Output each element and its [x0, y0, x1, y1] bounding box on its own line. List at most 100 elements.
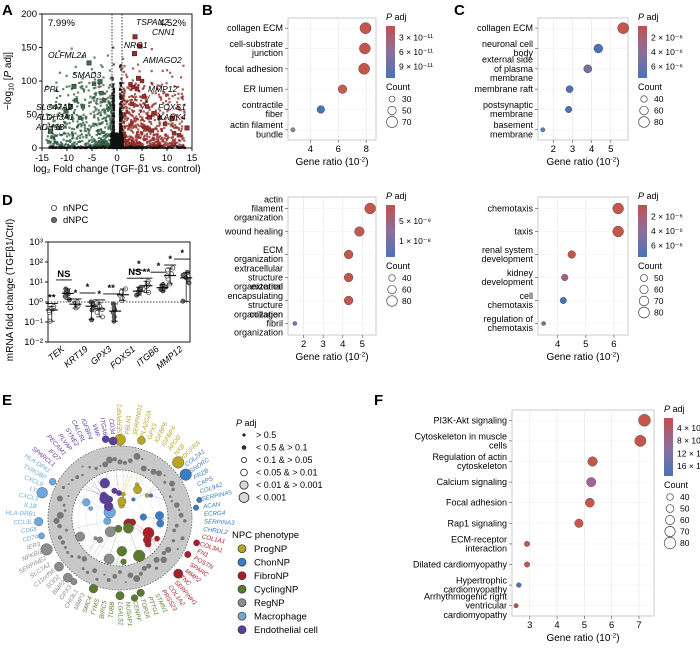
ring-dot: [95, 577, 99, 581]
padj-legend-tick: 6 × 10⁻¹¹: [399, 47, 433, 57]
ring-dot: [56, 495, 63, 502]
x-axis-label: Gene ratio (10-2): [295, 352, 368, 364]
padj-legend-tick: 12 × 10⁻⁵: [677, 448, 700, 458]
network-node: [103, 517, 112, 525]
network-node: [131, 497, 136, 502]
network-node: [99, 478, 110, 489]
count-legend-dot: [388, 95, 396, 103]
ring-dot: [57, 523, 62, 529]
dot-point: [574, 518, 584, 528]
panel-d-letter: D: [2, 192, 13, 209]
category-label: membrane: [490, 129, 533, 139]
svg-text:5: 5: [139, 153, 144, 164]
category-label: taxis: [514, 227, 533, 237]
padj-legend-dot: [239, 480, 249, 490]
category-label: cardiomyopathy: [443, 610, 507, 620]
svg-text:6: 6: [611, 339, 616, 350]
category-label: organization: [234, 309, 283, 319]
panel-c-lower: chemotaxis taxis renal system development ki…: [452, 185, 700, 385]
svg-text:15: 15: [187, 153, 198, 164]
category-label: focal adhesion: [225, 64, 283, 74]
category-label: organization: [234, 254, 283, 264]
gene-annotation: NRG1: [124, 40, 148, 50]
gene-label: FN1: [196, 548, 210, 559]
count-legend-label: 50: [654, 273, 664, 283]
data-point: [180, 272, 186, 278]
padj-legend-dot: [238, 492, 250, 503]
count-legend-dot: [640, 95, 648, 103]
count-legend-label: 70: [654, 296, 664, 306]
volcano-highlight: [147, 114, 152, 120]
outer-ring-dots: [34, 434, 203, 602]
svg-text:150: 150: [21, 43, 37, 54]
plot-frame: [537, 196, 629, 336]
ring-dot: [163, 480, 167, 484]
padj-legend-label: > 0.5: [256, 430, 276, 440]
count-legend-label: 70: [402, 117, 412, 127]
category-label: membrane raft: [474, 84, 533, 94]
category-label: Calcium signaling: [436, 477, 507, 487]
plot-frame: [537, 17, 629, 141]
dot-point: [561, 273, 569, 282]
count-legend-label: 60: [654, 285, 664, 295]
dot-point: [585, 497, 595, 508]
network-node: [123, 522, 134, 534]
gene-label: ITGA6: [98, 417, 108, 436]
panel-d-ylabel: mRNA fold change (TGFβ1/Ctrl): [5, 219, 16, 361]
ring-dot: [165, 546, 172, 553]
dotplot-kegg: PI3K-Akt signaling Cytoskeleton in muscle…: [413, 404, 700, 644]
volcano-highlight: [136, 75, 141, 81]
significance-mark: *: [86, 282, 90, 293]
circular-network-plot: SERPINF1 FBLN1SERPING1PLA2G2AGPX3IGFBP6IG…: [5, 404, 323, 636]
phenotype-legend-label: FibroNP: [254, 571, 289, 582]
category-label: extracellular: [234, 263, 283, 273]
dot-point: [593, 43, 604, 54]
svg-text:5: 5: [608, 144, 613, 155]
padj-legend-dot: [240, 468, 248, 477]
ring-dot: [127, 572, 134, 578]
significance-mark: *: [97, 289, 101, 300]
dot-point: [524, 561, 530, 568]
dot-point: [586, 477, 597, 488]
network-node: [148, 493, 154, 498]
ring-dot: [60, 540, 66, 545]
padj-legend-label: < 0.01 & > 0.001: [256, 480, 323, 490]
count-legend-dot: [666, 493, 674, 501]
significance-mark: NS: [57, 269, 70, 280]
dot-point: [612, 225, 624, 238]
dot-point: [316, 105, 325, 114]
network-node: [154, 535, 160, 542]
count-legend-label: 60: [680, 515, 690, 525]
ring-dot: [133, 575, 141, 583]
gene-annotation: TSPAN2: [136, 17, 169, 27]
gene-label: FBLN1: [124, 415, 133, 435]
svg-text:5: 5: [360, 339, 365, 350]
count-legend-label: 40: [654, 94, 664, 104]
padj-legend-tick: 4 × 10⁻⁶: [651, 47, 683, 57]
phenotype-legend-dot: [237, 544, 247, 554]
category-label: collagen ECM: [477, 23, 533, 33]
svg-text:5: 5: [582, 620, 587, 631]
phenotype-legend-label: CyclingNP: [254, 585, 298, 596]
ring-dot: [61, 485, 66, 490]
padj-legend-tick: 6 × 10⁻⁶: [651, 240, 683, 250]
panel-e: E SERPINF1 FBLN1 SERPING1 PLA2G2A GPX3 IGFBP6…: [0, 388, 400, 658]
category-label: actin filament: [230, 120, 284, 130]
svg-text:6: 6: [609, 620, 614, 631]
ring-dot: [92, 568, 98, 574]
legend-dot: [51, 204, 58, 211]
dot-point: [617, 22, 630, 35]
category-label: body: [513, 48, 533, 58]
svg-text:-5: -5: [88, 153, 96, 164]
svg-text:7: 7: [636, 620, 641, 631]
data-point: [165, 267, 171, 273]
gene-annotation: AMIAGO2: [142, 55, 182, 65]
dot-point: [541, 321, 546, 326]
dot-point: [567, 250, 576, 259]
category-label: ECM-receptor: [451, 534, 507, 544]
svg-text:4: 4: [555, 339, 560, 350]
padj-legend-label: < 0.05 & > 0.01: [256, 468, 318, 478]
ring-dot: [62, 503, 66, 507]
dot-point: [634, 435, 647, 447]
category-label: development: [481, 254, 533, 264]
